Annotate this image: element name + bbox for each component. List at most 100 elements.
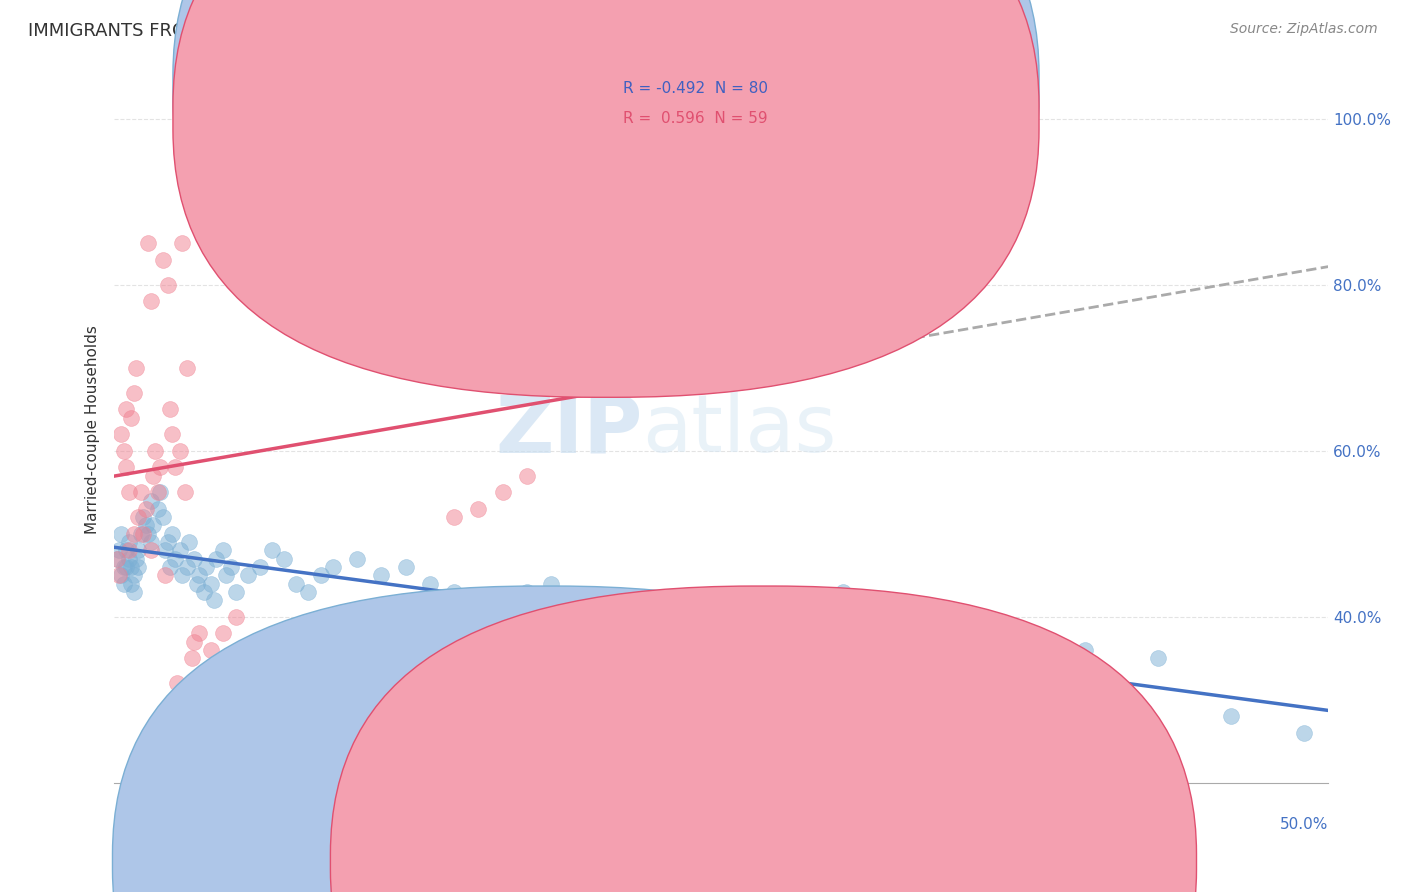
Point <box>136 526 159 541</box>
Point <box>105 551 128 566</box>
Text: atlas: atlas <box>643 391 837 469</box>
Point <box>118 485 141 500</box>
Point <box>139 543 162 558</box>
Point <box>129 485 152 500</box>
Point <box>132 526 155 541</box>
Point <box>120 576 142 591</box>
Point <box>225 585 247 599</box>
Text: Ethiopians: Ethiopians <box>780 855 860 869</box>
Point <box>156 535 179 549</box>
Point <box>273 551 295 566</box>
Point <box>188 626 211 640</box>
Point <box>139 493 162 508</box>
Point <box>127 560 149 574</box>
Point <box>159 402 181 417</box>
Point <box>183 551 205 566</box>
Point <box>540 576 562 591</box>
Point <box>120 410 142 425</box>
Point <box>285 576 308 591</box>
Point <box>125 551 148 566</box>
Point <box>132 510 155 524</box>
Point <box>309 568 332 582</box>
Point <box>467 593 489 607</box>
Point <box>686 618 709 632</box>
Point <box>142 468 165 483</box>
Point <box>564 593 586 607</box>
Point <box>219 560 242 574</box>
Text: R =  0.596  N = 59: R = 0.596 N = 59 <box>623 111 768 126</box>
Point <box>419 211 441 226</box>
Point <box>112 443 135 458</box>
Point <box>153 568 176 582</box>
Point <box>139 294 162 309</box>
Point <box>193 585 215 599</box>
Point <box>136 236 159 251</box>
Point <box>734 626 756 640</box>
Point <box>297 585 319 599</box>
Point <box>977 709 1000 723</box>
Point <box>200 576 222 591</box>
Point <box>122 568 145 582</box>
Text: IMMIGRANTS FROM HAITI VS ETHIOPIAN MARRIED-COUPLE HOUSEHOLDS CORRELATION CHART: IMMIGRANTS FROM HAITI VS ETHIOPIAN MARRI… <box>28 22 887 40</box>
Point <box>637 626 659 640</box>
Point <box>146 501 169 516</box>
Point <box>135 518 157 533</box>
Point <box>200 643 222 657</box>
Point <box>186 576 208 591</box>
Point <box>783 634 806 648</box>
Point <box>149 485 172 500</box>
Point <box>142 518 165 533</box>
Point <box>122 585 145 599</box>
Point <box>249 277 271 292</box>
Text: 50.0%: 50.0% <box>1279 817 1329 832</box>
Y-axis label: Married-couple Households: Married-couple Households <box>86 326 100 534</box>
Point <box>112 576 135 591</box>
Point <box>516 468 538 483</box>
Point <box>394 560 416 574</box>
Point <box>880 626 903 640</box>
Point <box>443 585 465 599</box>
Point <box>110 427 132 442</box>
Text: R = -0.492  N = 80: R = -0.492 N = 80 <box>623 81 768 95</box>
Point <box>139 535 162 549</box>
Point <box>297 252 319 267</box>
Point <box>149 460 172 475</box>
Point <box>322 651 344 665</box>
Point <box>492 485 515 500</box>
Point <box>249 560 271 574</box>
Point <box>152 510 174 524</box>
Point <box>467 501 489 516</box>
Point <box>162 427 184 442</box>
Point <box>176 560 198 574</box>
Point <box>162 526 184 541</box>
Point <box>153 543 176 558</box>
Point <box>346 551 368 566</box>
Point <box>1292 726 1315 740</box>
Point <box>159 560 181 574</box>
Point <box>172 568 194 582</box>
Text: Source: ZipAtlas.com: Source: ZipAtlas.com <box>1230 22 1378 37</box>
Point <box>152 252 174 267</box>
Point <box>1220 709 1243 723</box>
Point <box>135 501 157 516</box>
Point <box>236 568 259 582</box>
Point <box>370 228 392 243</box>
Point <box>179 535 201 549</box>
Point <box>564 252 586 267</box>
Point <box>122 385 145 400</box>
Point <box>118 535 141 549</box>
Point <box>183 634 205 648</box>
Point <box>661 609 683 624</box>
Point <box>589 601 612 615</box>
Point <box>108 568 131 582</box>
Point <box>540 277 562 292</box>
Point <box>115 543 138 558</box>
Point <box>346 626 368 640</box>
Point <box>1147 651 1170 665</box>
Point <box>260 543 283 558</box>
Point <box>370 568 392 582</box>
Point <box>146 485 169 500</box>
Point <box>115 560 138 574</box>
Point <box>188 568 211 582</box>
Point <box>125 360 148 375</box>
